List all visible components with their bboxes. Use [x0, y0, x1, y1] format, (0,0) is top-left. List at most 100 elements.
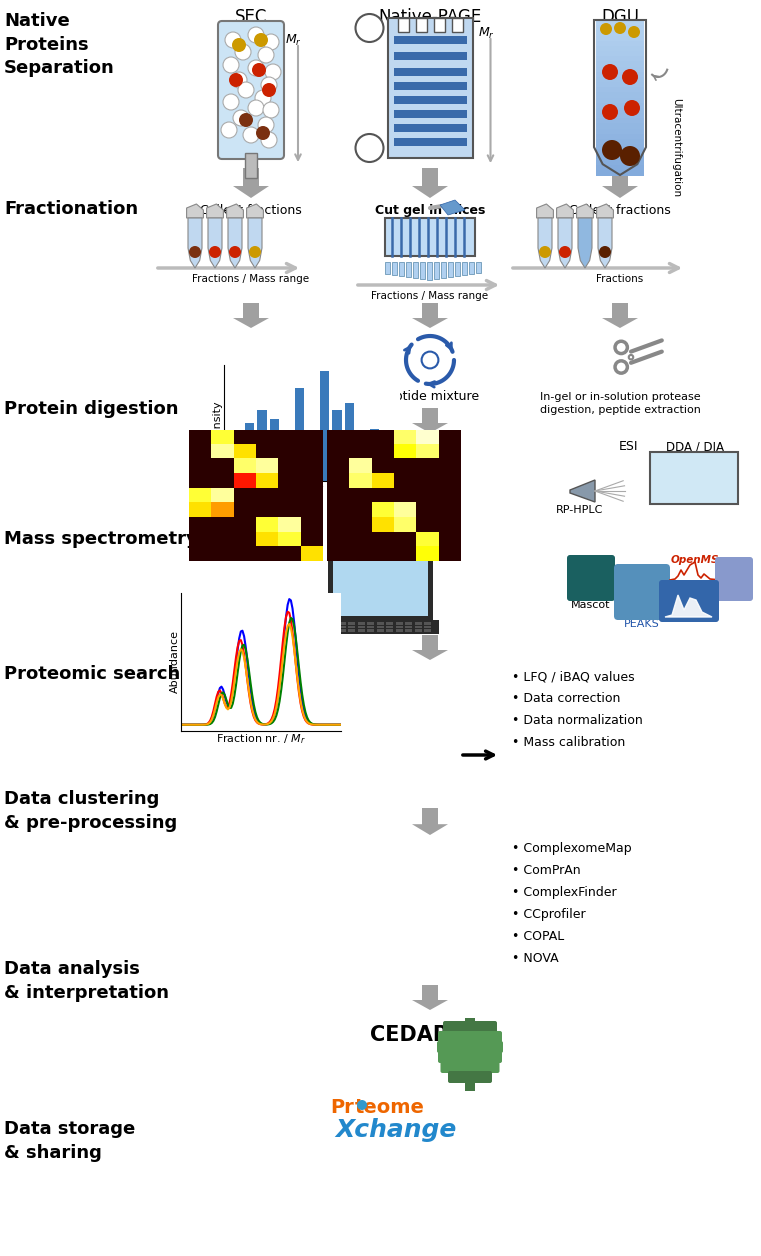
Text: Ultracentrifugation: Ultracentrifugation [671, 98, 681, 197]
Text: +: + [361, 138, 377, 157]
Bar [386, 625, 393, 628]
Bar [393, 51, 466, 60]
Bar [377, 629, 384, 632]
Bar [596, 165, 644, 171]
Text: DGU: DGU [601, 8, 639, 26]
Bar [596, 51, 644, 58]
Text: teome: teome [355, 1098, 425, 1117]
Bar [476, 263, 481, 273]
Polygon shape [556, 203, 573, 219]
Bar [596, 77, 644, 83]
Bar [339, 629, 345, 632]
Bar [270, 420, 279, 481]
Bar [596, 123, 644, 129]
Circle shape [258, 46, 274, 63]
Text: Fractionation: Fractionation [4, 200, 139, 219]
Bar [596, 170, 644, 176]
Bar [392, 263, 397, 275]
Text: Native-PAGE: Native-PAGE [378, 8, 482, 26]
Text: MQ: MQ [626, 583, 658, 602]
FancyBboxPatch shape [567, 555, 615, 602]
Bar [232, 448, 242, 481]
Bar [377, 625, 384, 628]
FancyBboxPatch shape [715, 556, 753, 602]
Text: DDA / DIA: DDA / DIA [666, 440, 724, 453]
Polygon shape [188, 219, 202, 268]
Bar [320, 371, 330, 481]
FancyBboxPatch shape [438, 1031, 502, 1042]
Text: RP-HPLC: RP-HPLC [556, 505, 603, 515]
Bar [596, 98, 644, 104]
Text: Mascot: Mascot [572, 600, 611, 610]
Polygon shape [440, 200, 465, 215]
Bar [596, 118, 644, 124]
Circle shape [355, 134, 384, 162]
Bar [348, 622, 355, 624]
Polygon shape [412, 636, 448, 659]
Polygon shape [570, 480, 595, 502]
Bar [462, 263, 467, 275]
Circle shape [221, 122, 237, 138]
Text: Proteomic search: Proteomic search [4, 664, 180, 683]
Circle shape [262, 83, 276, 97]
Bar [415, 622, 422, 624]
Circle shape [248, 60, 264, 77]
Bar [357, 445, 367, 481]
Bar [596, 30, 644, 36]
Text: −: − [361, 19, 377, 38]
Polygon shape [538, 219, 552, 268]
Circle shape [238, 82, 254, 98]
Bar [385, 263, 390, 274]
Text: Native
Proteins
Separation: Native Proteins Separation [4, 13, 115, 77]
X-axis label: m/z: m/z [301, 482, 323, 495]
Text: Protein digestion: Protein digestion [4, 399, 179, 418]
Bar [358, 629, 365, 632]
Text: Pd: Pd [580, 570, 602, 585]
Polygon shape [233, 168, 269, 198]
Bar [413, 263, 418, 278]
Bar [245, 153, 257, 178]
Bar [469, 263, 474, 274]
Bar [307, 432, 317, 481]
Text: Collect fractions: Collect fractions [200, 203, 302, 217]
Bar [596, 139, 644, 144]
Circle shape [622, 69, 638, 85]
Bar [393, 138, 466, 146]
Text: • Data correction: • Data correction [512, 692, 620, 705]
Bar [650, 452, 738, 504]
Bar [367, 625, 374, 628]
Polygon shape [537, 203, 553, 219]
Text: • CCprofiler: • CCprofiler [512, 908, 586, 921]
Bar [596, 40, 644, 46]
Bar [329, 622, 336, 624]
Polygon shape [208, 219, 222, 268]
Bar [339, 625, 345, 628]
Circle shape [248, 100, 264, 116]
Bar [348, 625, 355, 628]
Polygon shape [248, 219, 262, 268]
Circle shape [256, 126, 270, 139]
Text: Pr: Pr [330, 1098, 354, 1117]
Bar [424, 629, 431, 632]
Bar [405, 629, 412, 632]
Text: SEC: SEC [235, 8, 267, 26]
FancyBboxPatch shape [659, 580, 719, 622]
Bar [396, 622, 403, 624]
Bar [245, 423, 254, 481]
Circle shape [258, 117, 274, 133]
Text: Collect fractions: Collect fractions [569, 203, 671, 217]
Circle shape [624, 100, 640, 116]
Circle shape [355, 14, 384, 41]
Circle shape [599, 246, 611, 257]
Bar [370, 430, 379, 481]
Polygon shape [186, 203, 203, 219]
Text: MS/MS: MS/MS [662, 468, 725, 487]
Text: Cut gel in slices: Cut gel in slices [375, 203, 486, 217]
Bar [358, 625, 365, 628]
Bar [596, 57, 644, 63]
Bar [405, 625, 412, 628]
Circle shape [254, 33, 268, 46]
Bar [386, 629, 393, 632]
Polygon shape [227, 203, 244, 219]
Circle shape [223, 94, 239, 111]
